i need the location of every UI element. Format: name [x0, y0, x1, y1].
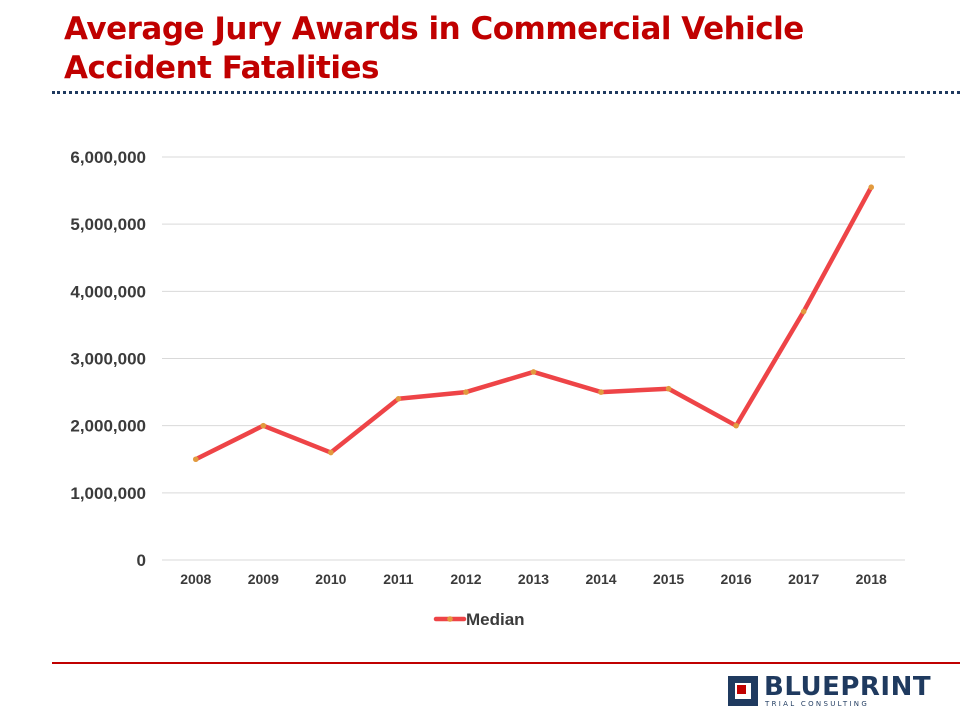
- data-point: [328, 449, 334, 456]
- legend-swatch-marker: [447, 616, 453, 622]
- y-tick-label: 3,000,000: [70, 350, 146, 369]
- data-point: [530, 369, 537, 375]
- brand-logo: BLUEPRINT TRIAL CONSULTING: [728, 672, 943, 709]
- y-tick-label: 5,000,000: [70, 215, 146, 234]
- brand-name: BLUEPRINT: [764, 672, 932, 702]
- chart-legend: Median: [433, 610, 525, 629]
- legend-label: Median: [466, 610, 525, 629]
- footer-divider: [52, 662, 960, 664]
- x-tick-label: 2013: [518, 571, 549, 587]
- x-tick-label: 2009: [248, 571, 279, 587]
- slide-title: Average Jury Awards in Commercial Vehicl…: [64, 10, 924, 88]
- data-point: [395, 396, 402, 402]
- data-point: [800, 308, 807, 315]
- y-tick-label: 2,000,000: [70, 417, 146, 436]
- y-tick-label: 6,000,000: [70, 148, 146, 167]
- slide-title-line-2: Accident Fatalities: [64, 50, 379, 86]
- y-axis-tick-labels: 0 1,000,000 2,000,000 3,000,000 4,000,000 5,0…: [70, 148, 146, 570]
- series-line: [193, 184, 874, 462]
- x-tick-label: 2014: [585, 571, 616, 587]
- data-point: [868, 184, 875, 191]
- x-tick-label: 2010: [315, 571, 346, 587]
- slide-title-line-1: Average Jury Awards in Commercial Vehicl…: [64, 11, 804, 47]
- x-tick-label: 2016: [721, 571, 752, 587]
- data-point: [463, 389, 469, 395]
- y-tick-label: 4,000,000: [70, 282, 146, 301]
- chart-gridlines: [162, 156, 905, 561]
- data-point: [665, 385, 672, 392]
- data-point: [260, 422, 267, 429]
- line-chart: 0 1,000,000 2,000,000 3,000,000 4,000,000 5,0…: [70, 148, 905, 629]
- y-tick-label: 0: [137, 551, 146, 570]
- x-axis-tick-labels: 2008 2009 2010 2011 2012 2013 2014 2015 2016 2017…: [180, 571, 887, 587]
- data-point: [598, 389, 604, 395]
- x-tick-label: 2018: [856, 571, 887, 587]
- x-tick-label: 2011: [383, 571, 414, 587]
- x-tick-label: 2012: [450, 571, 481, 587]
- chart-series: [192, 184, 875, 463]
- x-tick-label: 2017: [788, 571, 819, 587]
- title-divider: [52, 91, 960, 94]
- brand-tagline: TRIAL CONSULTING: [765, 700, 870, 708]
- x-tick-label: 2008: [180, 571, 211, 587]
- blueprint-logo-icon: [728, 676, 758, 706]
- x-tick-label: 2015: [653, 571, 684, 587]
- data-point: [733, 422, 739, 429]
- data-point: [192, 456, 199, 463]
- y-tick-label: 1,000,000: [70, 484, 146, 503]
